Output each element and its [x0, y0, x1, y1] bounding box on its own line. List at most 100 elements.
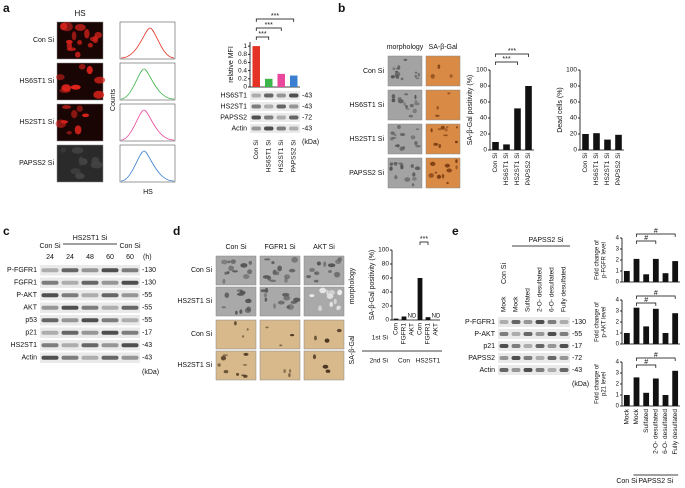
- micrograph-detail: [243, 352, 249, 356]
- blot-label: FGFR1: [14, 280, 37, 287]
- micrograph-detail: [443, 134, 448, 137]
- flow-frame: [119, 21, 176, 60]
- band: [121, 305, 139, 310]
- flow-histogram: [120, 109, 175, 141]
- column-label: morphology: [387, 44, 424, 51]
- x-tick-label: HS2ST1 Si: [604, 153, 611, 185]
- micrograph-detail: [221, 259, 228, 265]
- micrograph-detail: [415, 145, 421, 148]
- x-tick-label: HS2ST1 Si: [278, 140, 285, 172]
- marker: -17: [142, 330, 152, 337]
- micrograph-detail: [286, 304, 295, 310]
- panel-label: d: [173, 224, 180, 238]
- micrograph-detail: [248, 260, 253, 265]
- bar: [582, 134, 589, 150]
- blot-label: AKT: [23, 305, 37, 312]
- significance-label: ***: [265, 22, 273, 29]
- micrograph-detail: [414, 74, 417, 78]
- panel-label: e: [452, 224, 459, 238]
- micrograph-detail: [417, 72, 421, 77]
- micrograph-detail: [412, 108, 417, 114]
- y-tick-label: 2: [616, 320, 620, 326]
- micrograph: [303, 319, 345, 350]
- micrograph-detail: [333, 298, 337, 305]
- y-tick-label: 0.4: [238, 67, 247, 74]
- micrograph-detail: [414, 102, 420, 106]
- lane-label: 60: [126, 254, 134, 261]
- y-tick-label: 20: [382, 303, 390, 310]
- band: [499, 320, 509, 324]
- marker: -72: [302, 114, 312, 121]
- x-tick-label: HS2ST1 Si: [514, 153, 521, 185]
- micrograph-detail: [244, 307, 252, 313]
- micrograph-detail: [441, 173, 445, 179]
- band: [547, 368, 557, 372]
- micrograph: [425, 89, 461, 121]
- lane-label: 2-O- desulfated: [537, 267, 544, 312]
- significance-bracket: [636, 364, 657, 368]
- marker: -43: [142, 342, 152, 349]
- micrograph-detail: [409, 103, 414, 108]
- micrograph-detail: [90, 161, 103, 169]
- blot-strip: [498, 353, 570, 363]
- micrograph-detail: [217, 363, 221, 367]
- marker: -130: [572, 319, 586, 326]
- band: [41, 305, 59, 310]
- micrograph-detail: [318, 305, 322, 312]
- y-tick-label: 20: [480, 131, 488, 138]
- significance-bracket: [636, 233, 676, 237]
- micrograph-detail: [319, 287, 327, 294]
- bar: [604, 139, 611, 150]
- marker: -55: [572, 331, 582, 338]
- micrograph-detail: [398, 162, 403, 165]
- column-label: AKT Si: [313, 244, 335, 251]
- y-tick-label: 0.8: [238, 51, 247, 58]
- x-tick-label: Con Si: [253, 140, 260, 160]
- band: [121, 318, 139, 323]
- micrograph-detail: [224, 271, 228, 275]
- column-label: SA-β-Gal: [429, 44, 458, 51]
- band: [81, 268, 99, 273]
- bar: [503, 144, 510, 150]
- band: [289, 115, 299, 120]
- blot-strip: [250, 124, 300, 133]
- blot-label: Actin: [231, 125, 247, 132]
- bar: [393, 318, 399, 320]
- micrograph-detail: [397, 65, 401, 70]
- x-tick-label: Con Si: [582, 153, 589, 173]
- band: [559, 332, 569, 336]
- micrograph-detail: [314, 335, 317, 341]
- micrograph: [259, 350, 301, 381]
- micrograph-detail: [314, 272, 318, 275]
- blot-strip: [250, 91, 300, 100]
- micrograph-detail: [403, 102, 406, 106]
- band: [523, 344, 533, 348]
- blot-label: Actin: [21, 355, 37, 362]
- band: [41, 268, 59, 273]
- y-tick-label: 0: [616, 342, 620, 348]
- micrograph-detail: [336, 305, 342, 310]
- marker: -55: [142, 292, 152, 299]
- micrograph-detail: [78, 156, 84, 166]
- micrograph-detail: [55, 74, 65, 81]
- band: [81, 318, 99, 323]
- band: [41, 280, 59, 285]
- micrograph-detail: [438, 143, 442, 149]
- micrograph-detail: [391, 98, 396, 103]
- bar: [643, 274, 650, 282]
- band: [499, 356, 509, 360]
- micrograph-detail: [263, 293, 268, 298]
- band: [535, 356, 545, 360]
- micrograph-detail: [324, 338, 330, 343]
- micrograph-detail: [313, 279, 319, 283]
- blot-label: HS6ST1: [221, 92, 248, 99]
- lane-label: Mock: [513, 296, 520, 312]
- row-label: Con Si: [191, 267, 212, 274]
- y-tick-label: 2: [616, 258, 620, 264]
- micrograph-detail: [70, 168, 81, 175]
- row-label: Con Si: [363, 68, 384, 75]
- micrograph-detail: [437, 127, 442, 131]
- band: [61, 330, 79, 335]
- blot-label: P-AKT: [16, 292, 37, 299]
- band: [523, 356, 533, 360]
